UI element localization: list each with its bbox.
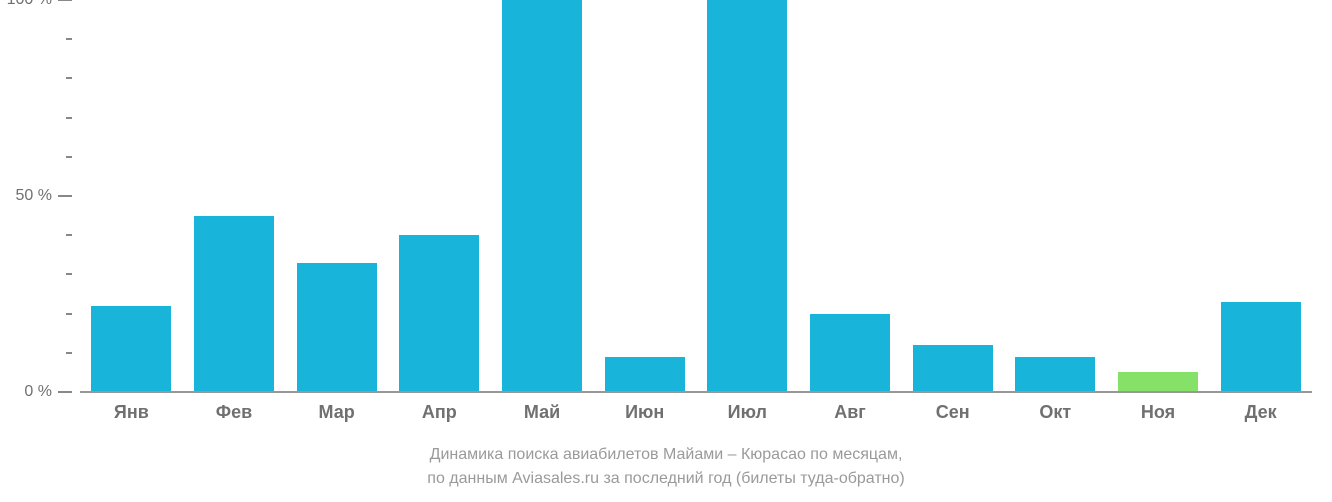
bar-slot — [810, 0, 890, 392]
bar-slot — [91, 0, 171, 392]
y-minor-tick — [66, 313, 72, 315]
chart-container: 0 % 50 % 100 % Янв Фев Мар Апр Май Июн Июл Авг Сен… — [0, 0, 1332, 502]
bar-slot — [707, 0, 787, 392]
bar — [399, 235, 479, 392]
x-tick-label: Апр — [422, 402, 457, 423]
y-minor-tick — [66, 156, 72, 158]
y-axis: 0 %50 %100 % — [0, 0, 80, 392]
bar — [1118, 372, 1198, 392]
bar — [605, 357, 685, 392]
x-tick-label: Мар — [319, 402, 355, 423]
y-major-tick — [58, 391, 72, 393]
bar — [913, 345, 993, 392]
bar-slot — [1015, 0, 1095, 392]
bar — [297, 263, 377, 392]
y-tick-label: 50 % — [16, 187, 52, 205]
bar — [194, 216, 274, 392]
y-minor-tick — [66, 352, 72, 354]
bar-slot — [913, 0, 993, 392]
bar — [502, 0, 582, 392]
y-major-tick — [58, 0, 72, 1]
x-tick-label: Окт — [1039, 402, 1071, 423]
plot-area — [80, 0, 1312, 392]
y-minor-tick — [66, 77, 72, 79]
bar-slot — [502, 0, 582, 392]
bar-slot — [605, 0, 685, 392]
bars-group — [80, 0, 1312, 392]
x-tick-label: Июн — [625, 402, 664, 423]
x-tick-label: Фев — [216, 402, 252, 423]
y-tick-label: 100 % — [7, 0, 52, 9]
x-tick-label: Дек — [1245, 402, 1277, 423]
bar — [1015, 357, 1095, 392]
chart-caption-line1: Динамика поиска авиабилетов Майами – Кюр… — [0, 446, 1332, 464]
x-tick-label: Май — [524, 402, 560, 423]
y-major-tick — [58, 195, 72, 197]
x-tick-label: Июл — [728, 402, 767, 423]
y-minor-tick — [66, 38, 72, 40]
bar — [1221, 302, 1301, 392]
y-minor-tick — [66, 234, 72, 236]
bar-slot — [1221, 0, 1301, 392]
bar — [707, 0, 787, 392]
y-tick-label: 0 % — [24, 383, 52, 401]
bar — [810, 314, 890, 392]
x-tick-label: Ноя — [1141, 402, 1175, 423]
chart-caption-line2: по данным Aviasales.ru за последний год … — [0, 470, 1332, 488]
bar-slot — [399, 0, 479, 392]
y-minor-tick — [66, 117, 72, 119]
bar-slot — [194, 0, 274, 392]
x-baseline — [80, 391, 1312, 393]
bar — [91, 306, 171, 392]
y-minor-tick — [66, 273, 72, 275]
bar-slot — [297, 0, 377, 392]
bar-slot — [1118, 0, 1198, 392]
x-axis-labels: Янв Фев Мар Апр Май Июн Июл Авг Сен Окт Ноя Дек — [80, 402, 1312, 432]
x-tick-label: Янв — [114, 402, 149, 423]
x-tick-label: Авг — [834, 402, 866, 423]
x-tick-label: Сен — [936, 402, 970, 423]
